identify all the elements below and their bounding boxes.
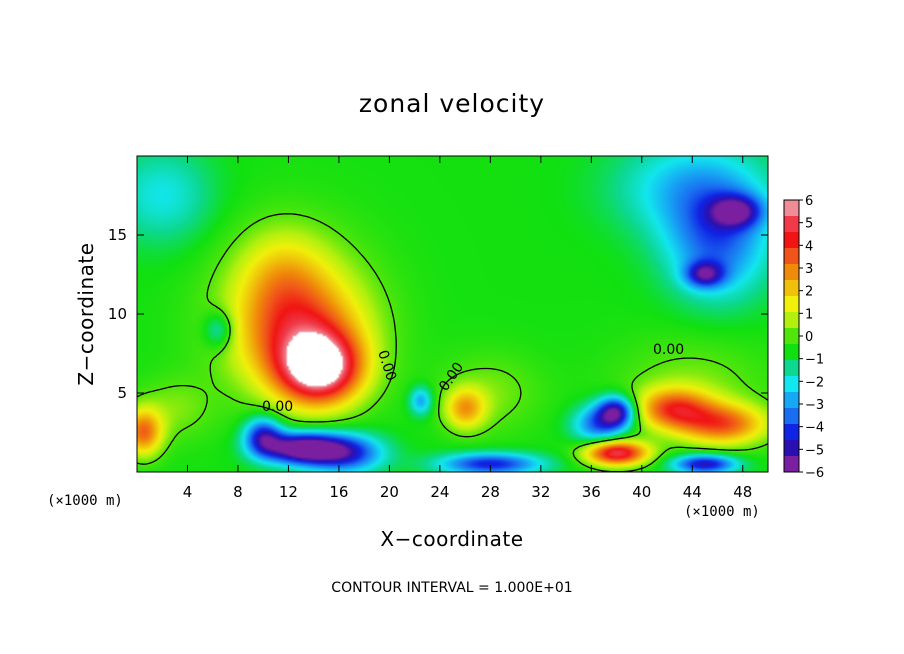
contour-lines bbox=[137, 213, 768, 472]
x-tick-label: 28 bbox=[481, 483, 500, 501]
colorbar-swatch bbox=[784, 312, 799, 329]
x-tick-label: 40 bbox=[632, 483, 651, 501]
colorbar-swatch bbox=[784, 264, 799, 281]
colorbar-swatch bbox=[784, 296, 799, 313]
colorbar-tick-label: 4 bbox=[805, 239, 813, 254]
x-tick-label: 48 bbox=[733, 483, 752, 501]
x-tick-label: 8 bbox=[233, 483, 243, 501]
colorbar-tick-label: 5 bbox=[805, 217, 813, 232]
x-tick-label: 36 bbox=[582, 483, 601, 501]
y-tick-label: 10 bbox=[108, 305, 127, 323]
y-tick-label: 15 bbox=[108, 226, 127, 244]
colorbar-tick-label: 2 bbox=[805, 285, 813, 300]
colorbar-tick-label: 0 bbox=[805, 330, 813, 345]
x-axis-ticks: 4 8 12 16 20 24 28 32 36 40 44 48 bbox=[183, 156, 752, 501]
y-axis-ticks: 5 10 15 bbox=[108, 226, 768, 402]
colorbar-tick-label: −3 bbox=[805, 398, 824, 413]
colorbar-tick-label: −4 bbox=[805, 421, 824, 436]
colorbar-swatch bbox=[784, 424, 799, 441]
colorbar-swatch bbox=[784, 248, 799, 265]
x-unit-label-right: (×1000 m) bbox=[684, 504, 760, 520]
chart-title: zonal velocity bbox=[359, 89, 545, 118]
colorbar-swatch bbox=[784, 392, 799, 409]
colorbar-tick-label: 6 bbox=[805, 194, 813, 209]
x-tick-label: 44 bbox=[683, 483, 702, 501]
x-tick-label: 20 bbox=[380, 483, 399, 501]
colorbar-tick-label: −2 bbox=[805, 375, 824, 390]
velocity-field-image bbox=[137, 156, 768, 472]
colorbar-swatch bbox=[784, 232, 799, 249]
y-axis-label: Z−coordinate bbox=[74, 242, 98, 385]
x-unit-label-left: (×1000 m) bbox=[47, 493, 123, 509]
heatmap-field bbox=[137, 156, 768, 472]
colorbar-tick-label: 1 bbox=[805, 307, 813, 322]
colorbar-swatch bbox=[784, 328, 799, 345]
colorbar: 6 5 4 3 2 1 0 −1 −2 −3 −4 −5 −6 bbox=[783, 194, 824, 481]
zero-contour-line bbox=[137, 213, 768, 472]
colorbar-tick-label: −5 bbox=[805, 443, 824, 458]
y-tick-label: 5 bbox=[117, 384, 127, 402]
colorbar-swatch bbox=[784, 360, 799, 377]
x-axis-label: X−coordinate bbox=[380, 527, 523, 551]
colorbar-swatch bbox=[784, 280, 799, 297]
colorbar-swatch bbox=[784, 456, 799, 473]
colorbar-swatch bbox=[784, 216, 799, 233]
contour-label: 0.00 bbox=[262, 399, 293, 415]
x-tick-label: 24 bbox=[430, 483, 449, 501]
colorbar-tick-label: −1 bbox=[805, 353, 824, 368]
colorbar-tick-label: −6 bbox=[805, 466, 824, 481]
colorbar-swatch bbox=[784, 408, 799, 425]
contour-label: 0.00 bbox=[653, 342, 684, 358]
contour-interval-note: CONTOUR INTERVAL = 1.000E+01 bbox=[331, 580, 572, 596]
colorbar-swatch bbox=[784, 344, 799, 361]
colorbar-swatch bbox=[784, 200, 799, 217]
x-tick-label: 32 bbox=[531, 483, 550, 501]
x-tick-label: 16 bbox=[329, 483, 348, 501]
colorbar-tick-label: 3 bbox=[805, 262, 813, 277]
x-tick-label: 4 bbox=[183, 483, 193, 501]
colorbar-swatch bbox=[784, 440, 799, 457]
x-tick-label: 12 bbox=[279, 483, 298, 501]
colorbar-swatch bbox=[784, 376, 799, 393]
